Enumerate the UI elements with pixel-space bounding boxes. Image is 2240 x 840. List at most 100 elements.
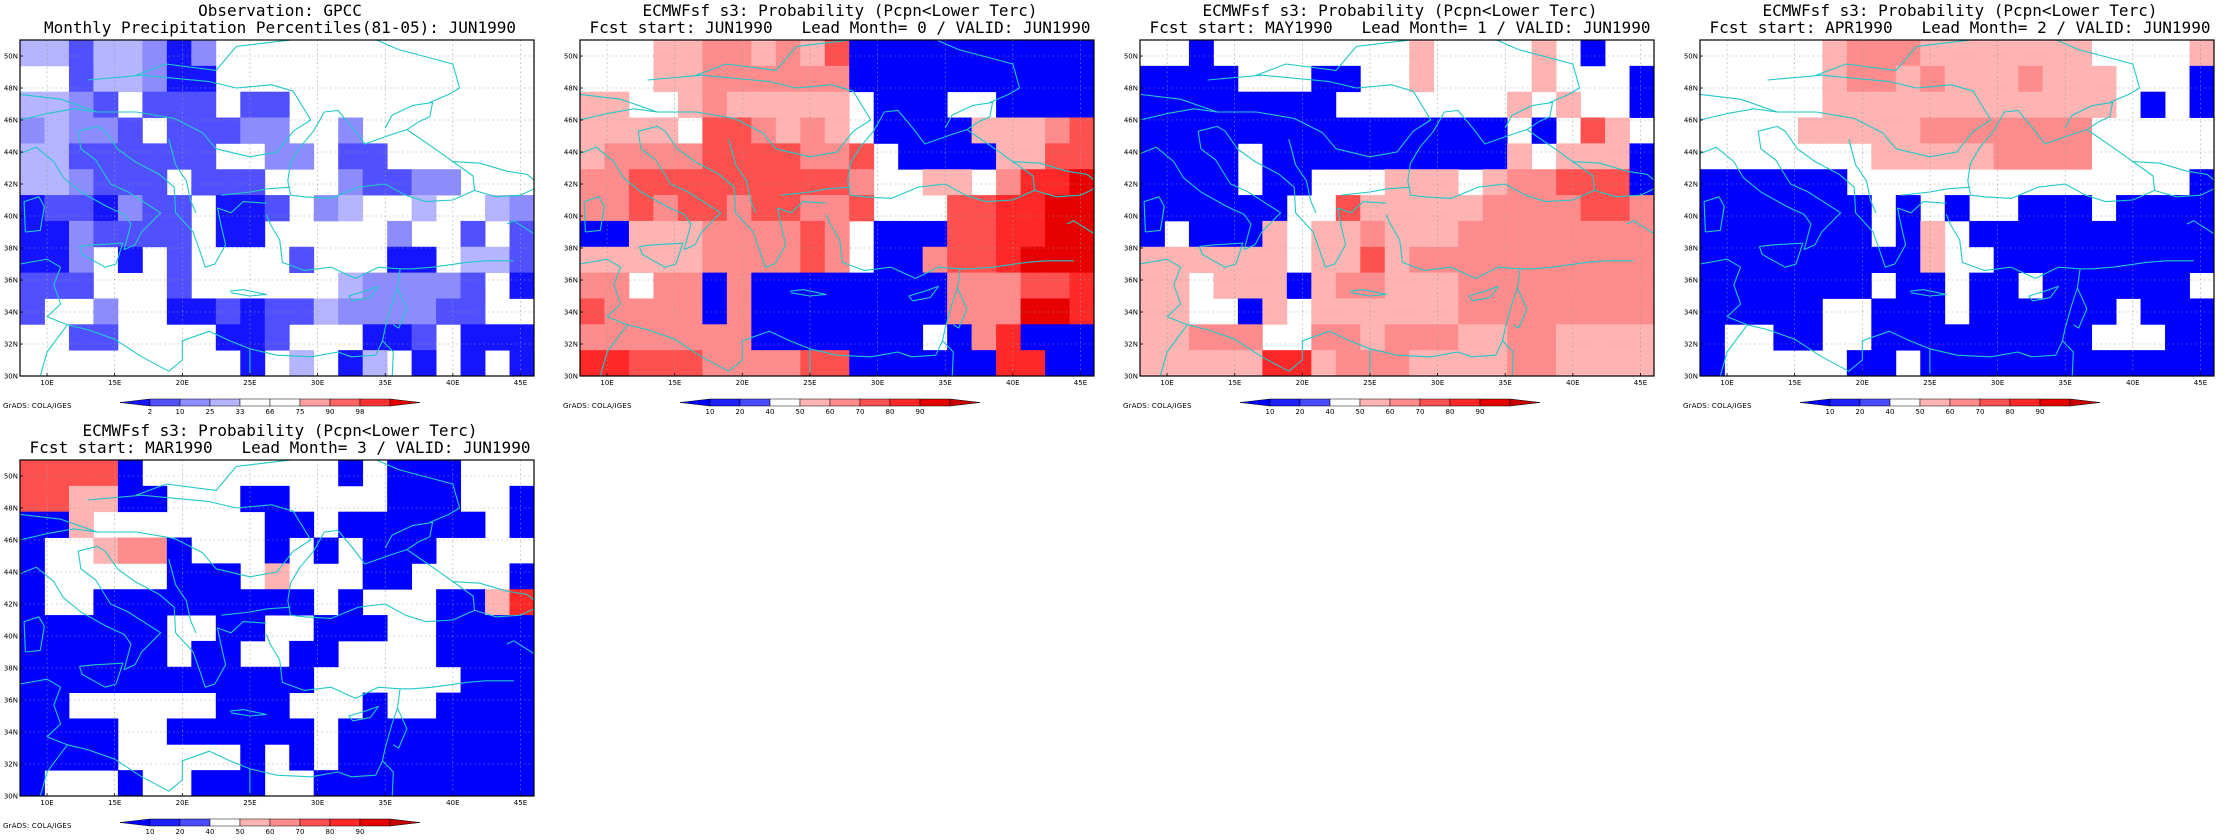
grid-cell	[1213, 117, 1239, 144]
coastline	[1140, 108, 1218, 121]
grid-cell	[2116, 220, 2141, 248]
grid-cell	[191, 563, 217, 590]
grid-cell	[2042, 324, 2068, 351]
grid-cell	[264, 537, 290, 564]
grid-cell	[898, 143, 924, 170]
lat-tick-label: 34N	[564, 309, 578, 317]
grid-cell	[947, 40, 973, 67]
grid-cell	[313, 195, 339, 222]
grid-cell	[509, 485, 535, 513]
grid-cell	[1069, 324, 1095, 351]
grid-cell	[387, 272, 413, 299]
lon-tick-label: 20E	[1296, 379, 1309, 387]
grid-cell	[1895, 298, 1921, 325]
grid-cell	[628, 298, 654, 325]
grid-cell	[1969, 272, 1995, 299]
grid-cell	[460, 770, 486, 797]
coastline	[382, 340, 394, 376]
grid-cell	[1384, 324, 1410, 351]
grid-cell	[1871, 143, 1897, 170]
coastline	[1468, 285, 1499, 302]
grid-cell	[2018, 195, 2044, 222]
color-bar-segment	[769, 398, 801, 407]
grid-cell	[1482, 298, 1508, 325]
grid-cell	[1773, 324, 1799, 351]
grid-cell	[751, 350, 777, 377]
grid-cell	[824, 169, 850, 196]
title-line-2: Fcst start: MAR1990 Lead Month= 3 / VALI…	[29, 438, 531, 457]
color-bar-label: 50	[1916, 408, 1925, 416]
grid-cell	[580, 298, 605, 325]
grid-cell	[362, 169, 388, 196]
grid-cell	[460, 324, 486, 351]
grid-cell	[215, 563, 241, 590]
coastline	[1945, 214, 2081, 279]
grid-cell	[215, 640, 241, 668]
color-bar: 2 10 25 33 66 75 90 98	[119, 398, 421, 416]
lat-tick-label: 42N	[4, 601, 18, 609]
grid-cell	[264, 563, 290, 590]
lon-tick-label: 20E	[176, 799, 189, 807]
grid-cell	[117, 40, 143, 67]
grid-cell	[2042, 117, 2068, 144]
graticule	[580, 40, 1094, 377]
coastline	[1012, 161, 1094, 198]
grid-cell	[44, 40, 70, 67]
grid-cell	[44, 195, 70, 222]
grid-cell	[240, 718, 266, 745]
lon-tick-label: 30E	[311, 799, 324, 807]
grid-cell	[1605, 350, 1630, 377]
grid-cell	[677, 91, 703, 118]
grid-cell	[1556, 350, 1581, 377]
coastline	[1909, 289, 1947, 297]
grid-cell	[191, 640, 217, 668]
color-bar-segment	[179, 398, 211, 407]
grid-cell	[1360, 298, 1386, 325]
lat-tick-label: 42N	[4, 181, 18, 189]
coastline	[221, 186, 291, 196]
lon-tick-label: 15E	[1788, 379, 1801, 387]
grid-cell	[1020, 65, 1046, 93]
grid-cell	[362, 615, 388, 642]
grid-cell	[800, 65, 826, 93]
grid-cell	[751, 324, 777, 351]
title-line-1: ECMWFsf s3: Probability (Pcpn<Lower Terc…	[1762, 1, 2158, 20]
coastline	[384, 521, 434, 551]
coastline	[78, 242, 124, 268]
grid-cell	[44, 91, 70, 118]
grid-cell	[2165, 195, 2190, 222]
grid-cell	[653, 298, 679, 325]
plot-frame	[1139, 39, 1655, 377]
grid-cell	[1580, 195, 1606, 222]
grid-cell	[1237, 272, 1263, 299]
grid-cell	[1069, 91, 1095, 118]
grid-cell	[142, 537, 168, 564]
lat-tick-label: 44N	[564, 149, 578, 157]
title-line-1: ECMWFsf s3: Probability (Pcpn<Lower Terc…	[642, 1, 1038, 20]
grid-cell	[1458, 143, 1484, 170]
color-bar-label: 66	[266, 408, 275, 416]
grid-cell	[849, 272, 875, 299]
lat-tick-label: 38N	[4, 245, 18, 253]
lat-tick-label: 44N	[4, 149, 18, 157]
grid-cell	[436, 589, 461, 616]
grid-cell	[1409, 169, 1435, 196]
grid-cell	[117, 537, 143, 564]
grid-cell	[1020, 324, 1046, 351]
grid-cell	[1969, 298, 1995, 325]
grid-cell	[1969, 143, 1995, 170]
coastline	[1159, 324, 1188, 376]
coastline	[1653, 137, 1654, 139]
lat-tick-label: 48N	[564, 85, 578, 93]
graticule	[1700, 40, 2214, 377]
lat-tick-label: 30N	[4, 373, 18, 381]
lon-tick-label: 10E	[40, 799, 53, 807]
grid-cell	[142, 640, 168, 668]
grid-cell	[93, 744, 119, 771]
grid-cell	[1213, 143, 1239, 170]
grid-cell	[1360, 220, 1386, 248]
grid-cell	[509, 692, 535, 719]
panel-forecast-lead1: ECMWFsf s3: Probability (Pcpn<Lower Terc…	[1120, 0, 1680, 420]
grid-cell	[1871, 324, 1897, 351]
grid-cell	[898, 246, 924, 274]
